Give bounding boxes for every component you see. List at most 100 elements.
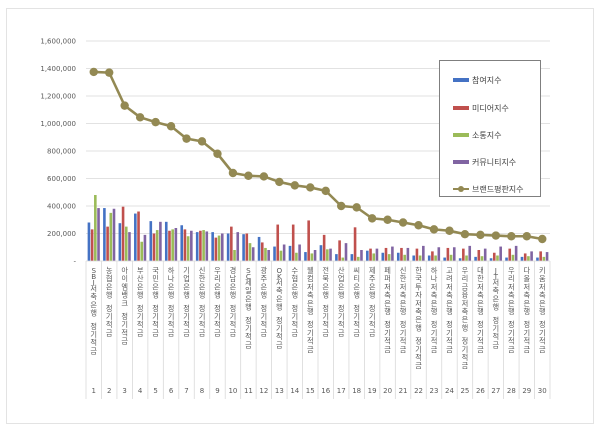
bar — [387, 254, 391, 261]
svg-text:기: 기 — [168, 312, 175, 321]
svg-text:은: 은 — [384, 299, 391, 308]
svg-text:기: 기 — [462, 345, 469, 354]
svg-text:협: 협 — [106, 274, 113, 283]
svg-text:부: 부 — [137, 266, 144, 275]
bar — [220, 233, 224, 261]
svg-text:은: 은 — [230, 282, 237, 291]
svg-text:행: 행 — [523, 307, 530, 316]
svg-text:금: 금 — [400, 345, 407, 354]
bar — [322, 234, 326, 261]
svg-text:축: 축 — [508, 291, 515, 300]
bar — [480, 256, 484, 261]
legend-label: 소통지수 — [472, 130, 502, 140]
bar — [427, 255, 431, 261]
bar — [514, 245, 518, 261]
bar — [384, 247, 388, 261]
line-marker — [491, 231, 501, 240]
svg-text:기: 기 — [199, 312, 206, 321]
bar — [273, 246, 276, 261]
x-index-label: 20 — [383, 387, 392, 395]
bar-series — [87, 195, 549, 261]
svg-text:기: 기 — [183, 266, 190, 275]
svg-text:금: 금 — [121, 337, 128, 346]
svg-text:적: 적 — [183, 320, 190, 329]
bar — [298, 244, 301, 261]
svg-text:적: 적 — [214, 320, 221, 329]
svg-text:국: 국 — [152, 266, 159, 275]
x-index-label: 25 — [460, 387, 469, 395]
bar — [205, 231, 209, 261]
bar — [155, 230, 159, 261]
legend-label: 브랜드평판지수 — [472, 184, 524, 194]
svg-text:축: 축 — [90, 292, 97, 301]
svg-text:한: 한 — [400, 274, 407, 283]
bar — [307, 220, 310, 261]
svg-text:금: 금 — [415, 361, 422, 370]
bar — [230, 226, 233, 261]
svg-text:금: 금 — [245, 340, 252, 349]
svg-text:정: 정 — [245, 316, 252, 325]
svg-text:정: 정 — [462, 337, 469, 346]
svg-text:정: 정 — [384, 320, 391, 329]
svg-text:은: 은 — [106, 282, 113, 291]
bar — [344, 243, 348, 261]
svg-text:우: 우 — [462, 266, 469, 275]
svg-text:금: 금 — [493, 340, 500, 349]
svg-text:금: 금 — [307, 345, 314, 354]
bar — [505, 257, 508, 261]
svg-text:적: 적 — [338, 320, 345, 329]
line-marker — [445, 226, 454, 235]
bar — [310, 253, 314, 261]
svg-text:정: 정 — [322, 304, 329, 313]
svg-text:정: 정 — [415, 337, 422, 346]
svg-text:은: 은 — [307, 299, 314, 308]
svg-text:정: 정 — [539, 320, 546, 329]
bar — [530, 251, 533, 261]
svg-text:엠: 엠 — [121, 282, 128, 291]
svg-text:일: 일 — [245, 286, 252, 295]
bar — [236, 232, 240, 261]
x-index-label: 21 — [399, 387, 408, 395]
bar — [483, 248, 487, 261]
svg-text:적: 적 — [291, 320, 298, 329]
svg-text:주: 주 — [261, 274, 268, 283]
bar — [489, 258, 493, 261]
svg-text:금: 금 — [508, 345, 515, 354]
svg-text:민: 민 — [152, 274, 159, 283]
line-marker — [166, 122, 176, 131]
bar — [164, 221, 168, 261]
svg-text:행: 행 — [230, 291, 237, 300]
x-index-label: 3 — [122, 387, 126, 395]
x-index-label: 24 — [445, 387, 454, 395]
bar — [338, 240, 341, 261]
svg-text:은: 은 — [539, 299, 546, 308]
svg-text:K: K — [277, 272, 282, 281]
x-index-label: 9 — [215, 387, 219, 395]
svg-text:행: 행 — [322, 291, 329, 300]
svg-text:은: 은 — [462, 315, 469, 324]
svg-text:I: I — [93, 278, 95, 287]
chart-legend: 참여지수 미디어지수 소통지수 커뮤니티지수 브랜드평판지수 — [439, 60, 541, 197]
svg-text:한: 한 — [415, 266, 422, 275]
bar — [190, 230, 193, 261]
bar — [403, 254, 406, 261]
svg-text:금: 금 — [477, 345, 484, 354]
bar — [260, 242, 264, 261]
svg-text:금: 금 — [369, 328, 376, 337]
svg-text:정: 정 — [183, 304, 190, 313]
svg-text:기: 기 — [338, 312, 345, 321]
svg-text:금: 금 — [338, 328, 345, 337]
svg-text:금: 금 — [230, 328, 237, 337]
svg-text:적: 적 — [261, 320, 268, 329]
bar — [542, 256, 546, 261]
svg-text:정: 정 — [369, 304, 376, 313]
svg-text:기: 기 — [137, 312, 144, 321]
bar — [103, 208, 106, 261]
